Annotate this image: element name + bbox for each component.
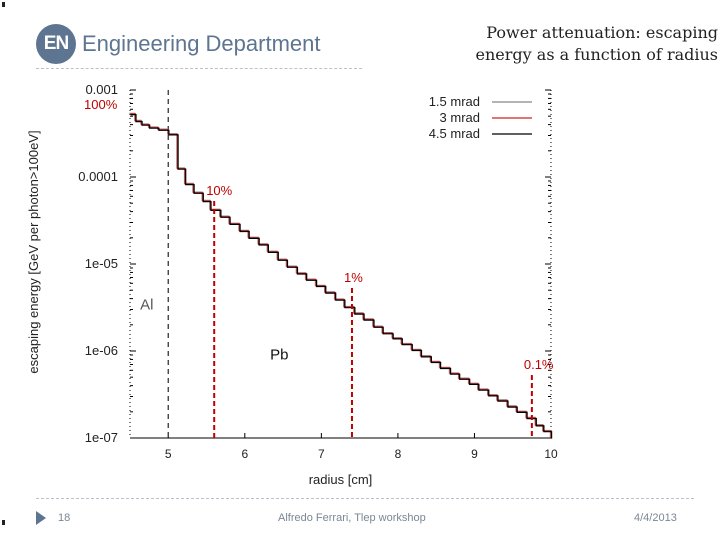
nav-arrow-icon[interactable] xyxy=(36,511,46,525)
series-line-3-mrad xyxy=(130,113,552,438)
y-axis-label: escaping energy [GeV per photon>100eV] xyxy=(26,130,41,373)
x-tick-label: 6 xyxy=(241,447,248,461)
threshold-label: 0.1% xyxy=(524,357,554,372)
legend-label: 1.5 mrad xyxy=(429,94,480,109)
slide-title-line-2: energy as a function of radius xyxy=(475,45,718,64)
x-tick-label: 7 xyxy=(318,447,325,461)
logo-badge: EN xyxy=(36,24,76,64)
slide-title-line-1: Power attenuation: escaping xyxy=(486,23,718,42)
page-number: 18 xyxy=(58,512,71,524)
y-tick-label: 0.0001 xyxy=(78,169,118,184)
x-tick-label: 10 xyxy=(544,447,558,461)
corner-mark xyxy=(2,520,5,525)
region-label: Al xyxy=(140,296,153,313)
footer-date: 4/4/2013 xyxy=(634,512,677,524)
x-axis-label: radius [cm] xyxy=(309,472,373,487)
corner-mark xyxy=(2,2,5,7)
legend-label: 4.5 mrad xyxy=(429,126,480,141)
header-divider xyxy=(36,68,362,69)
y-tick-label: 1e-05 xyxy=(85,256,118,271)
footer-divider xyxy=(36,498,694,499)
series-line-4-5-mrad xyxy=(130,114,553,439)
threshold-label: 100% xyxy=(84,97,118,112)
x-tick-label: 5 xyxy=(165,447,172,461)
threshold-label: 10% xyxy=(206,183,232,198)
x-tick-label: 8 xyxy=(395,447,402,461)
legend-label: 3 mrad xyxy=(440,110,480,125)
series-line-1-5-mrad xyxy=(129,112,551,438)
y-tick-label: 1e-07 xyxy=(85,430,118,445)
y-tick-label: 1e-06 xyxy=(85,343,118,358)
logo-text: Engineering Department xyxy=(82,31,321,56)
y-tick-label: 0.001 xyxy=(85,82,118,97)
slide-title: Power attenuation: escaping energy as a … xyxy=(388,22,718,66)
threshold-label: 1% xyxy=(344,270,363,285)
region-label: Pb xyxy=(270,346,288,363)
footer-author: Alfredo Ferrari, Tlep workshop xyxy=(278,512,426,524)
department-logo: EN Engineering Department xyxy=(36,24,320,64)
x-tick-label: 9 xyxy=(471,447,478,461)
